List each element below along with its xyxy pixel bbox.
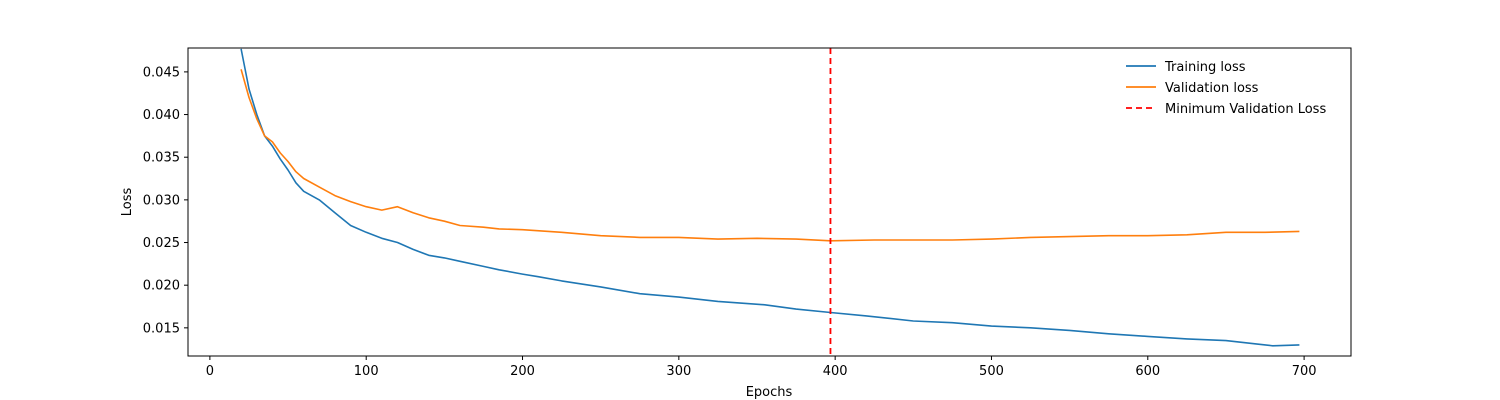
x-tick-label: 400 <box>823 364 848 379</box>
x-tick-label: 200 <box>510 364 535 379</box>
legend-label-minimum-validation-loss: Minimum Validation Loss <box>1165 102 1326 117</box>
series-layer <box>240 48 1300 347</box>
x-tick-label: 0 <box>206 364 214 379</box>
y-tick-label: 0.035 <box>143 151 180 166</box>
legend-label-training-loss: Training loss <box>1164 60 1246 75</box>
legend-label-validation-loss: Validation loss <box>1165 81 1259 96</box>
y-tick-label: 0.025 <box>143 236 180 251</box>
y-tick-label: 0.040 <box>143 108 180 123</box>
x-tick-label: 600 <box>1135 364 1160 379</box>
x-axis-label: Epochs <box>746 385 793 400</box>
x-axis: 0 100 200 300 400 500 600 700 <box>206 356 1317 379</box>
y-tick-label: 0.015 <box>143 321 180 336</box>
y-tick-label: 0.020 <box>143 279 180 294</box>
x-tick-label: 300 <box>666 364 691 379</box>
x-tick-label: 700 <box>1292 364 1317 379</box>
x-tick-label: 500 <box>979 364 1004 379</box>
y-axis-label: Loss <box>120 188 135 217</box>
y-tick-label: 0.045 <box>143 65 180 80</box>
y-axis: 0.015 0.020 0.025 0.030 0.035 0.040 0.045 <box>143 65 188 336</box>
series-line-training-loss <box>240 48 1300 347</box>
x-tick-label: 100 <box>354 364 379 379</box>
legend: Training loss Validation loss Minimum Vali… <box>1126 60 1326 117</box>
plot-area-frame <box>187 47 1352 357</box>
y-tick-label: 0.030 <box>143 193 180 208</box>
series-line-validation-loss <box>240 69 1300 242</box>
